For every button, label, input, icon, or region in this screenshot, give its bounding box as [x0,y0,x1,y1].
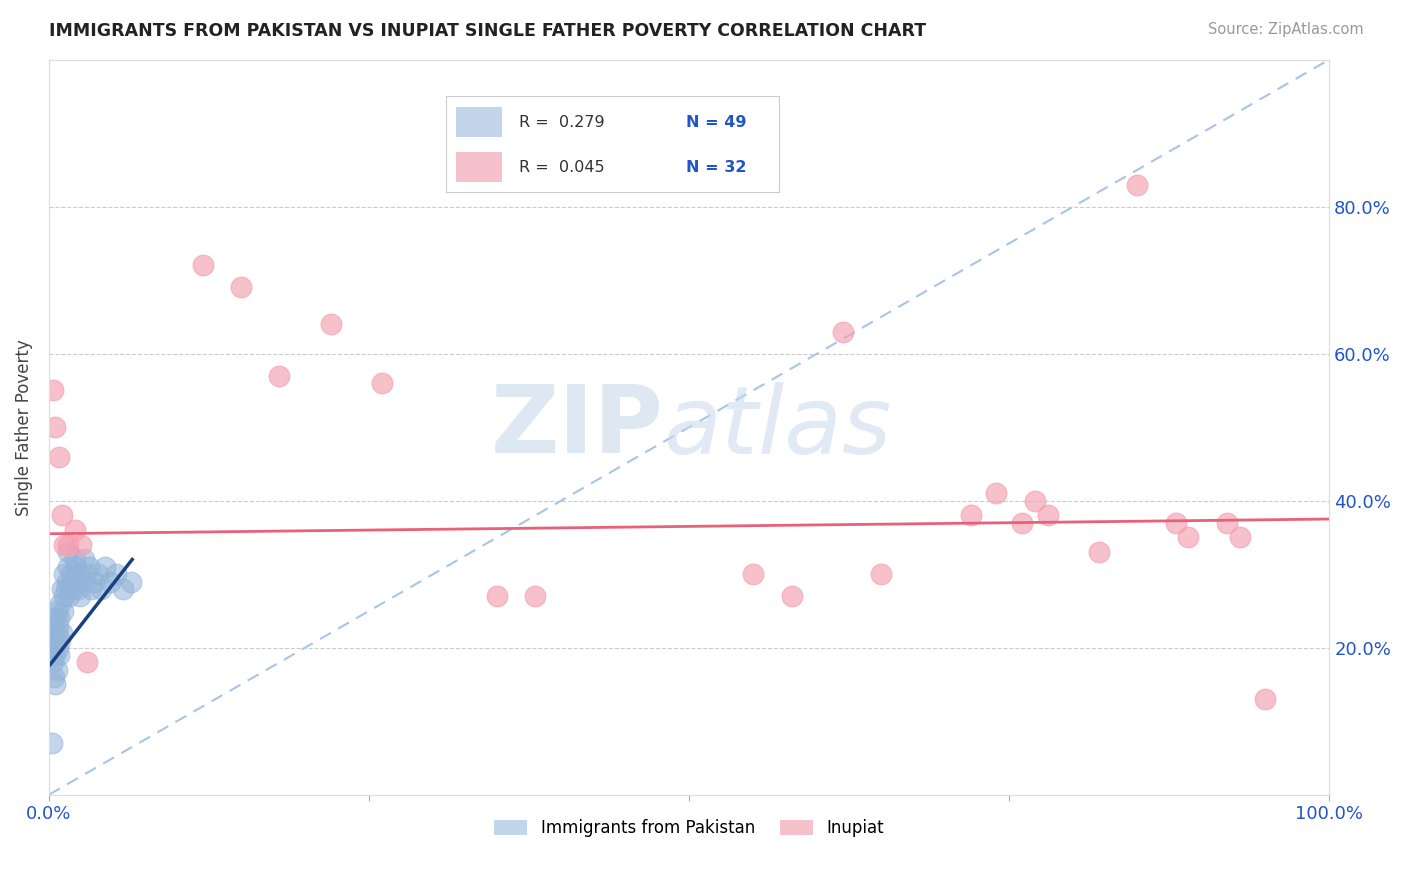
Point [42,611,65,625]
Point [319,317,342,331]
Legend: Immigrants from Pakistan, Inupiat: Immigrants from Pakistan, Inupiat [485,811,893,846]
Point [80,582,103,596]
Text: atlas: atlas [664,382,891,473]
Point [1177,530,1199,544]
Point [112,582,135,596]
Point [42,640,65,655]
Point [1088,545,1111,559]
Point [44,677,66,691]
Point [100,574,122,589]
Point [959,508,981,523]
Point [48,648,70,662]
Point [56,574,79,589]
Point [53,589,76,603]
Point [191,259,214,273]
Point [1036,508,1059,523]
Point [83,574,105,589]
Point [69,589,91,603]
Point [75,567,97,582]
Point [55,582,77,596]
Point [1164,516,1187,530]
Point [63,552,86,566]
Point [51,582,73,596]
Point [67,582,90,596]
Point [62,582,84,596]
Point [42,656,65,670]
Point [1126,178,1149,192]
Text: ZIP: ZIP [491,381,664,473]
Point [229,280,252,294]
Point [1011,516,1033,530]
Point [44,633,66,648]
Point [90,582,112,596]
Point [56,545,79,559]
Point [51,626,73,640]
Point [524,589,547,603]
Point [59,567,82,582]
Point [63,523,86,537]
Point [1216,516,1239,530]
Y-axis label: Single Father Poverty: Single Father Poverty [15,339,32,516]
Point [77,559,100,574]
Point [60,574,83,589]
Point [831,325,853,339]
Point [66,567,89,582]
Point [1229,530,1251,544]
Point [269,368,291,383]
Point [72,552,94,566]
Point [76,656,98,670]
Point [104,567,127,582]
Point [41,626,63,640]
Point [41,736,63,750]
Text: Source: ZipAtlas.com: Source: ZipAtlas.com [1208,22,1364,37]
Point [45,604,67,618]
Point [70,574,93,589]
Point [52,604,75,618]
Point [42,670,65,684]
Point [51,508,73,523]
Point [46,640,69,655]
Point [42,384,65,398]
Point [486,589,509,603]
Point [1254,692,1277,706]
Point [780,589,803,603]
Point [48,450,70,464]
Point [120,574,142,589]
Point [86,567,108,582]
Point [45,626,67,640]
Point [870,567,893,582]
Point [371,376,394,390]
Point [53,538,76,552]
Point [49,597,72,611]
Point [49,633,72,648]
Point [742,567,765,582]
Point [56,559,79,574]
Point [986,486,1008,500]
Point [44,420,66,434]
Point [44,648,66,662]
Point [1024,493,1046,508]
Point [94,559,117,574]
Point [53,567,76,582]
Point [45,663,67,677]
Text: IMMIGRANTS FROM PAKISTAN VS INUPIAT SINGLE FATHER POVERTY CORRELATION CHART: IMMIGRANTS FROM PAKISTAN VS INUPIAT SING… [49,22,927,40]
Point [65,559,87,574]
Point [46,618,69,632]
Point [48,611,70,625]
Point [70,538,93,552]
Point [58,589,80,603]
Point [56,538,79,552]
